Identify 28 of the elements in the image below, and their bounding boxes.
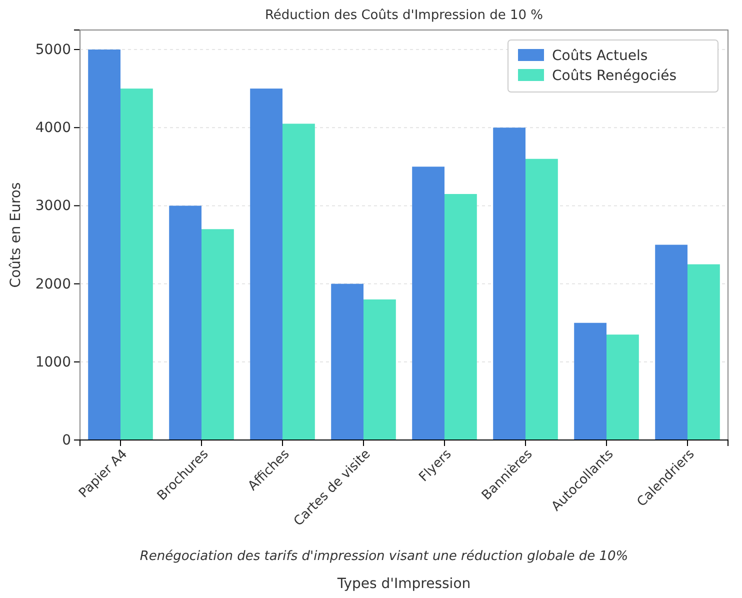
bar [169, 206, 202, 440]
x-axis-title: Types d'Impression [336, 576, 471, 592]
bar [282, 124, 315, 440]
bar [202, 229, 234, 440]
y-tick-label: 2000 [35, 276, 71, 292]
bar [412, 166, 444, 440]
bar [493, 128, 526, 440]
bar [88, 50, 120, 440]
y-tick-label: 4000 [35, 120, 71, 136]
bar [606, 334, 639, 440]
y-axis-title: Coûts en Euros [8, 182, 24, 288]
y-tick-label: 5000 [35, 42, 71, 58]
bar [120, 88, 153, 440]
bar [655, 244, 688, 440]
chart-title: Réduction des Coûts d'Impression de 10 % [264, 8, 544, 23]
y-tick-label: 3000 [35, 198, 71, 214]
y-tick-label: 1000 [35, 354, 71, 370]
bar [250, 88, 282, 440]
bar [444, 194, 477, 440]
bar [331, 284, 364, 440]
text: Renégociation des tarifs d'impression visant une réduction globale de 10% [140, 549, 628, 564]
legend-label: Coûts Renégociés [552, 68, 677, 84]
legend-label: Coûts Actuels [552, 48, 648, 64]
y-tick-label: 0 [62, 432, 71, 448]
bar [526, 158, 558, 440]
bar [574, 322, 606, 440]
bar [364, 299, 396, 440]
bar [688, 264, 720, 440]
